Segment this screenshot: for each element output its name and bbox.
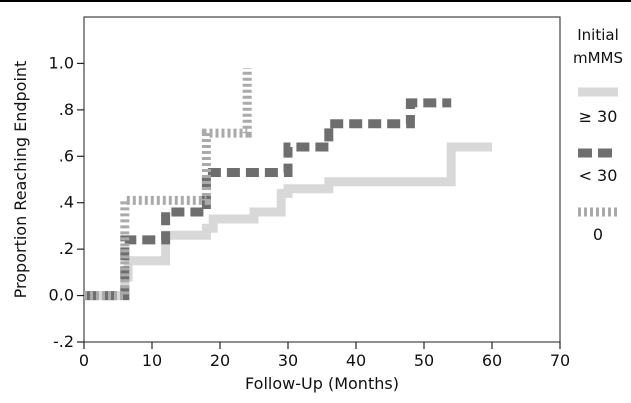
- x-tick-label: 50: [414, 351, 434, 370]
- y-tick-label: .2: [59, 239, 74, 258]
- x-tick-label: 70: [550, 351, 570, 370]
- series-layer: [84, 68, 492, 301]
- legend-title-line-1: Initial: [577, 26, 619, 44]
- y-axis: -.2 0.0 .2 .4 .6 .8 1.0: [49, 53, 84, 351]
- legend-title-line-2: mMMS: [573, 49, 623, 67]
- series-line-1: [84, 98, 452, 301]
- x-tick-label: 0: [79, 351, 89, 370]
- x-axis-title: Follow-Up (Months): [245, 374, 399, 393]
- y-tick-label: 1.0: [49, 53, 74, 72]
- y-axis-title: Proportion Reaching Endpoint: [11, 61, 30, 299]
- x-tick-label: 60: [482, 351, 502, 370]
- legend: Initial mMMS ≥ 30 < 30 0: [573, 26, 623, 244]
- y-tick-label: .4: [59, 193, 74, 212]
- legend-label-1: < 30: [579, 166, 618, 185]
- y-tick-label: -.2: [53, 332, 74, 351]
- x-tick-label: 40: [346, 351, 366, 370]
- y-tick-label: .8: [59, 100, 74, 119]
- legend-label-0: ≥ 30: [579, 107, 618, 126]
- x-tick-label: 10: [142, 351, 162, 370]
- x-tick-label: 20: [210, 351, 230, 370]
- top-rule: [0, 0, 631, 2]
- plot-frame: [83, 16, 561, 343]
- legend-items: ≥ 30 < 30 0: [578, 87, 618, 244]
- y-tick-label: 0.0: [49, 286, 74, 305]
- x-tick-label: 30: [278, 351, 298, 370]
- x-axis: 0 10 20 30 40 50 60 70: [79, 342, 570, 370]
- y-tick-label: .6: [59, 146, 74, 165]
- series-line-2: [84, 68, 252, 301]
- legend-label-2: 0: [593, 225, 603, 244]
